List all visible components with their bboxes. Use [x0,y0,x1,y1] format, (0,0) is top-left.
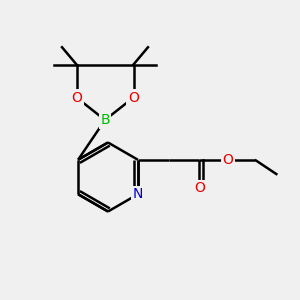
Text: O: O [194,181,205,195]
Text: B: B [100,113,110,127]
Text: N: N [133,187,143,201]
Text: O: O [71,91,82,104]
Text: O: O [222,153,233,167]
Text: O: O [128,91,139,104]
